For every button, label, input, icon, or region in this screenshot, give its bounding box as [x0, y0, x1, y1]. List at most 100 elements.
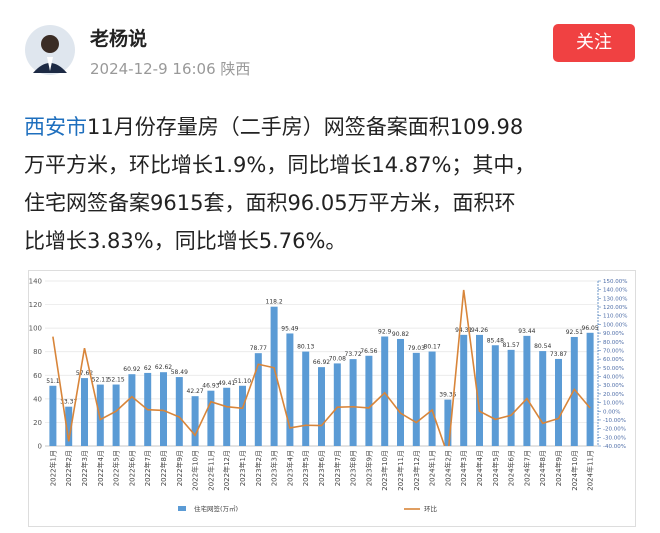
post-line: 住宅网签备案9615套，面积96.05万平方米，面积环: [24, 184, 535, 222]
bar: [207, 390, 215, 446]
bar: [239, 385, 246, 446]
y-tick-label: 0: [38, 443, 42, 451]
y2-tick-label: -20.00%: [603, 427, 626, 433]
data-label: 46.93: [202, 383, 219, 390]
author[interactable]: 老杨说: [90, 28, 148, 50]
y2-tick-label: 90.00%: [603, 331, 624, 337]
x-tick-label: 2022年4月: [96, 450, 105, 486]
x-tick-label: 2022年8月: [159, 450, 168, 486]
data-label: 73.87: [550, 351, 567, 358]
y-tick-label: 80: [33, 348, 42, 356]
bar: [523, 335, 531, 446]
y-tick-label: 140: [29, 278, 42, 286]
x-tick-label: 2023年4月: [285, 450, 294, 486]
data-label: 94.26: [471, 327, 488, 334]
data-label: 52.15: [108, 377, 125, 384]
y2-tick-label: -30.00%: [603, 435, 626, 441]
post-meta: 2024-12-9 16:06 陕西: [90, 58, 250, 79]
bar: [476, 334, 483, 446]
y2-tick-label: 110.00%: [603, 314, 627, 320]
legend-swatch: [178, 506, 186, 511]
data-label: 79.03: [408, 345, 425, 352]
x-tick-label: 2023年6月: [317, 450, 326, 486]
post-link[interactable]: 西安市: [24, 115, 87, 139]
y2-tick-label: 120.00%: [603, 305, 627, 311]
bar: [586, 332, 594, 446]
bar: [128, 374, 136, 446]
bar: [444, 399, 452, 446]
y2-tick-label: 150.00%: [603, 279, 627, 285]
data-label: 60.92: [123, 366, 140, 373]
bar: [397, 338, 404, 446]
bar: [333, 363, 341, 446]
bar: [270, 306, 278, 446]
x-tick-label: 2022年2月: [64, 450, 73, 486]
x-tick-label: 2023年5月: [301, 450, 310, 486]
y-tick-label: 60: [33, 372, 42, 380]
y2-tick-label: 140.00%: [603, 288, 627, 294]
follow-button[interactable]: 关注: [553, 24, 635, 62]
bar: [96, 384, 104, 446]
avatar: [25, 25, 75, 75]
data-label: 96.05: [582, 325, 599, 332]
data-label: 80.13: [297, 344, 314, 351]
y2-tick-label: 80.00%: [603, 340, 624, 346]
data-label: 80.54: [534, 343, 551, 350]
data-label: 76.56: [360, 348, 377, 355]
data-label: 33.37: [60, 399, 77, 406]
data-label: 57.62: [76, 370, 93, 377]
x-tick-label: 2024年11月: [586, 450, 595, 491]
y2-tick-label: 70.00%: [603, 348, 624, 354]
data-label: 39.35: [439, 392, 456, 399]
bar: [191, 396, 199, 446]
bar: [175, 377, 183, 446]
x-tick-label: 2023年7月: [333, 450, 342, 486]
y2-tick-label: 10.00%: [603, 401, 624, 407]
x-tick-label: 2022年12月: [222, 450, 231, 491]
x-tick-label: 2024年2月: [443, 450, 452, 486]
bar: [381, 336, 389, 446]
y2-tick-label: 20.00%: [603, 392, 624, 398]
bar: [349, 359, 357, 446]
bar: [49, 385, 57, 446]
data-label: 42.27: [187, 388, 204, 395]
x-tick-label: 2024年6月: [507, 450, 516, 486]
y2-tick-label: -40.00%: [603, 444, 626, 450]
bar: [286, 333, 294, 446]
data-label: 92.9: [378, 329, 392, 336]
bar: [507, 349, 515, 446]
post-text-span: 比增长3.83%，同比增长5.76%。: [24, 229, 347, 253]
data-label: 92.51: [566, 329, 583, 336]
x-tick-label: 2023年2月: [254, 450, 263, 486]
post-text-span: 住宅网签备案9615套，面积96.05万平方米，面积环: [24, 191, 516, 215]
data-label: 62.62: [155, 364, 172, 371]
legend-label: 住宅网签(万㎡): [194, 504, 238, 513]
data-label: 80.17: [424, 344, 441, 351]
post-line: 比增长3.83%，同比增长5.76%。: [24, 222, 535, 260]
bar: [428, 351, 436, 446]
bar: [318, 367, 325, 446]
data-label: 95.49: [281, 325, 298, 332]
x-tick-label: 2024年1月: [428, 450, 437, 486]
x-tick-label: 2024年8月: [538, 450, 547, 486]
x-tick-label: 2022年1月: [48, 450, 57, 486]
bar: [365, 355, 373, 446]
bar: [81, 378, 88, 446]
x-tick-label: 2022年5月: [112, 450, 121, 486]
x-tick-label: 2023年11月: [396, 450, 405, 491]
data-label: 94.31: [455, 327, 472, 334]
data-label: 58.49: [171, 369, 188, 376]
x-tick-label: 2022年3月: [80, 450, 89, 486]
line-series: [52, 289, 591, 446]
data-label: 118.2: [266, 299, 283, 306]
bar: [412, 352, 420, 446]
y-tick-label: 120: [29, 301, 42, 309]
post-text: 西安市11月份存量房（二手房）网签备案面积109.98 万平方米，环比增长1.9%…: [24, 108, 535, 260]
x-tick-label: 2022年7月: [143, 450, 152, 486]
bar: [160, 372, 167, 446]
y2-tick-label: 130.00%: [603, 296, 627, 302]
x-tick-label: 2023年12月: [412, 450, 421, 491]
bar: [254, 353, 262, 446]
data-label: 51.1: [46, 378, 60, 385]
data-label: 90.82: [392, 331, 409, 338]
